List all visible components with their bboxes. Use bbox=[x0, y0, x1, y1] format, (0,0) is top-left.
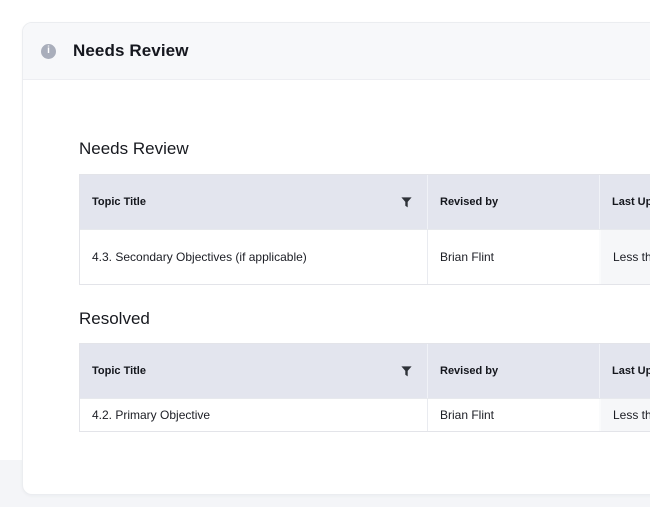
column-header-label: Revised by bbox=[440, 196, 499, 208]
column-header-label: Topic Title bbox=[92, 196, 146, 208]
column-header-label: Revised by bbox=[440, 365, 499, 377]
column-header-revised-by: Revised by bbox=[427, 175, 599, 229]
column-header-topic-title: Topic Title bbox=[80, 344, 427, 398]
column-header-last-updated: Last Updated bbox=[599, 175, 650, 229]
table-row[interactable]: 4.2. Primary Objective Brian Flint Less … bbox=[80, 398, 650, 431]
column-header-label: Last Updated bbox=[612, 196, 650, 208]
panel-title: Needs Review bbox=[73, 41, 189, 60]
cell-revised-by: Brian Flint bbox=[427, 230, 599, 284]
column-header-topic-title: Topic Title bbox=[80, 175, 427, 229]
cell-last-updated: Less than a minute ago bbox=[599, 399, 650, 431]
table-header-row: Topic Title Revised by Last Updated bbox=[80, 175, 650, 229]
cell-revised-by: Brian Flint bbox=[427, 399, 599, 431]
filter-funnel-icon[interactable] bbox=[400, 365, 413, 378]
section-title-resolved: Resolved bbox=[79, 309, 150, 328]
column-header-label: Last Updated bbox=[612, 365, 650, 377]
cell-topic-title: 4.3. Secondary Objectives (if applicable… bbox=[92, 250, 307, 264]
table-header-row: Topic Title Revised by Last Updated bbox=[80, 344, 650, 398]
resolved-table: Topic Title Revised by Last Updated 4.2.… bbox=[79, 343, 650, 432]
column-header-revised-by: Revised by bbox=[427, 344, 599, 398]
info-icon[interactable]: i bbox=[41, 43, 56, 59]
table-row[interactable]: 4.3. Secondary Objectives (if applicable… bbox=[80, 229, 650, 284]
section-title-needs-review: Needs Review bbox=[79, 139, 189, 158]
panel-body: Needs Review Topic Title Revised by Last… bbox=[23, 139, 650, 432]
column-header-last-updated: Last Updated bbox=[599, 344, 650, 398]
column-header-label: Topic Title bbox=[92, 365, 146, 377]
needs-review-panel: i Needs Review Needs Review Topic Title … bbox=[22, 22, 650, 495]
panel-header: i Needs Review bbox=[23, 23, 650, 80]
cell-topic-title: 4.2. Primary Objective bbox=[92, 408, 211, 422]
cell-last-updated: Less than a minute ago bbox=[599, 230, 650, 284]
needs-review-table: Topic Title Revised by Last Updated 4.3.… bbox=[79, 174, 650, 285]
filter-funnel-icon[interactable] bbox=[400, 196, 413, 209]
